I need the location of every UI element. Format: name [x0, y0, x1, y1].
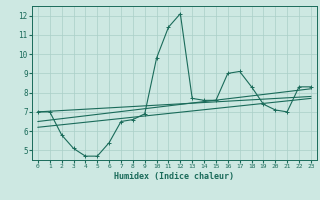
X-axis label: Humidex (Indice chaleur): Humidex (Indice chaleur): [115, 172, 234, 181]
